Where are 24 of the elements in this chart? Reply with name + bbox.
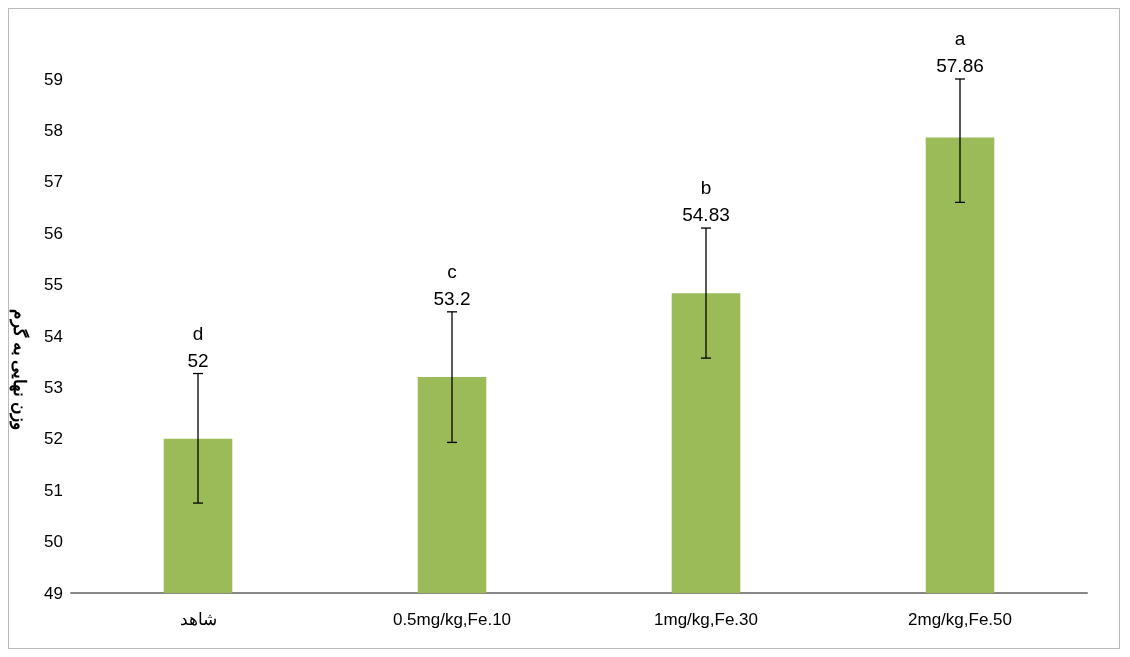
annotation: 57.86 [936, 55, 984, 76]
annotation: b [700, 177, 712, 199]
y-tick-label: 49 [44, 583, 63, 603]
y-tick-label: 52 [44, 429, 63, 449]
x-tick-label: 1mg/kg,Fe.30 [654, 610, 758, 629]
annotation: c [447, 260, 457, 282]
annotation: 54.83 [682, 204, 730, 226]
annotation: 53.2 [433, 287, 471, 309]
y-tick-label: 50 [44, 532, 63, 552]
annotation: a [954, 28, 966, 49]
y-tick-label: 55 [44, 275, 63, 295]
y-tick-label: 56 [44, 223, 63, 243]
x-tick-label: 2mg/kg,Fe.50 [908, 610, 1012, 629]
x-tick-label: شاهد [179, 610, 217, 629]
y-tick-label: 59 [44, 69, 63, 89]
y-tick-label: 58 [44, 120, 63, 140]
y-tick-label: 51 [44, 480, 63, 500]
y-axis-title: وزن نهایی به گرم [9, 309, 30, 431]
y-tick-label: 57 [44, 172, 63, 192]
y-tick-label: 54 [44, 326, 63, 346]
annotation: d [192, 322, 204, 344]
annotation: 52 [187, 349, 209, 371]
x-tick-label: 0.5mg/kg,Fe.10 [392, 610, 512, 629]
y-tick-label: 53 [44, 377, 63, 397]
